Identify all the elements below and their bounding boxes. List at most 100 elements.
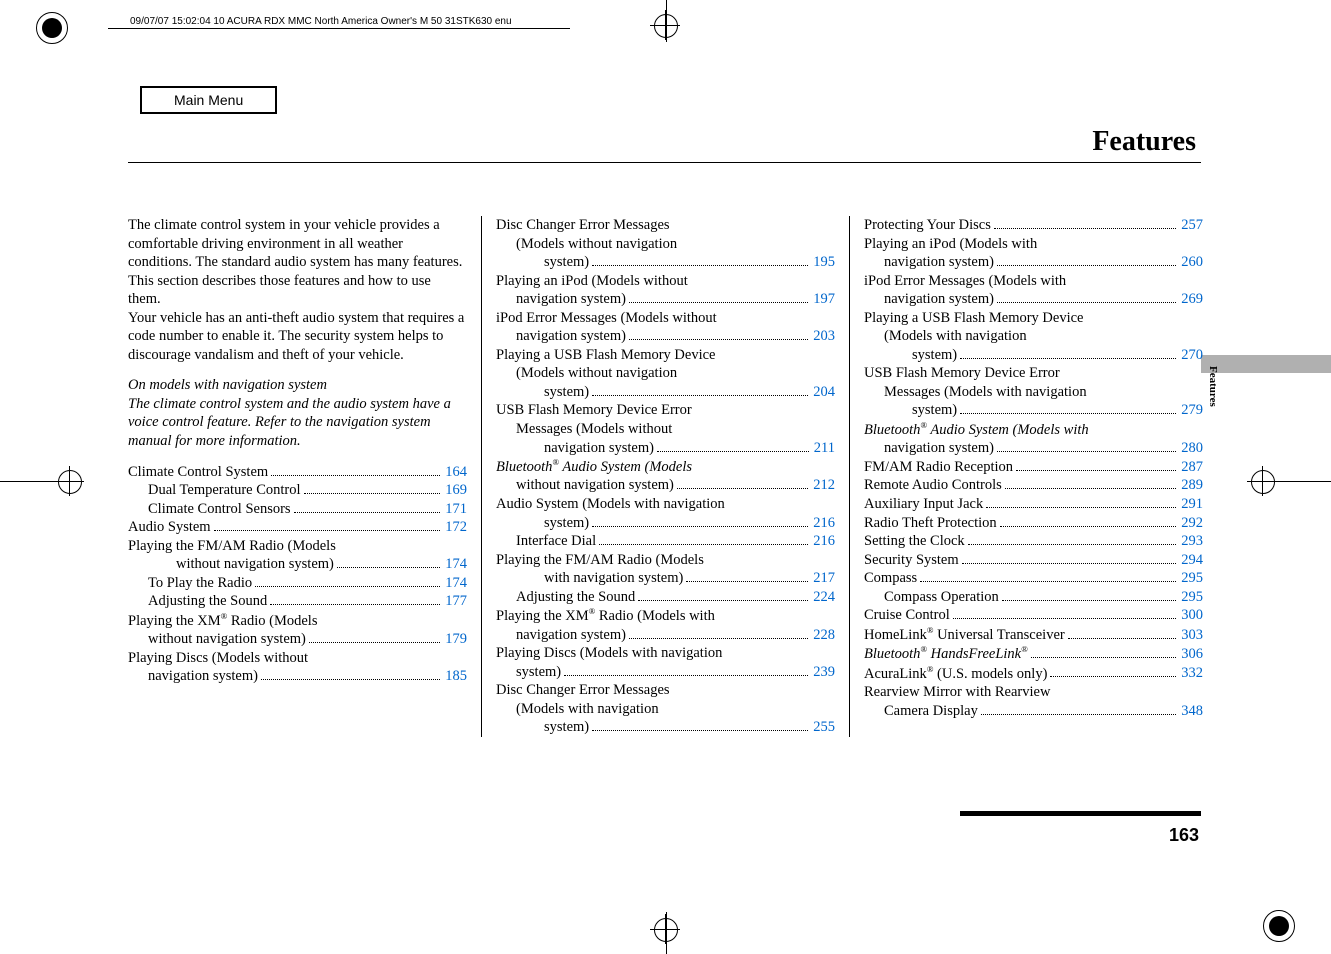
- toc-entry: Climate Control Sensors171: [128, 500, 467, 519]
- toc-entry: iPod Error Messages (Models without: [496, 309, 835, 328]
- toc-page-link[interactable]: 270: [1179, 346, 1203, 365]
- toc-entry-end: navigation system)211: [496, 439, 835, 458]
- toc-entry-end: system)204: [496, 383, 835, 402]
- toc-page-link[interactable]: 195: [811, 253, 835, 272]
- toc-page-link[interactable]: 294: [1179, 551, 1203, 570]
- toc-page-link[interactable]: 291: [1179, 495, 1203, 514]
- toc-column-1: Climate Control System164Dual Temperatur…: [128, 463, 467, 686]
- toc-entry: Bluetooth® Audio System (Models: [496, 457, 835, 476]
- toc-page-link[interactable]: 255: [811, 718, 835, 737]
- toc-entry: Radio Theft Protection292: [864, 514, 1203, 533]
- toc-entry: Playing the XM® Radio (Models: [128, 611, 467, 630]
- toc-entry-cont: Messages (Models without: [496, 420, 835, 439]
- toc-entry-end: system)195: [496, 253, 835, 272]
- toc-page-link[interactable]: 203: [811, 327, 835, 346]
- toc-page-link[interactable]: 171: [443, 500, 467, 519]
- toc-column-3: Protecting Your Discs257Playing an iPod …: [864, 216, 1203, 720]
- toc-entry: Disc Changer Error Messages: [496, 681, 835, 700]
- toc-entry-end: system)279: [864, 401, 1203, 420]
- main-menu-button[interactable]: Main Menu: [140, 86, 277, 114]
- crop-line: [666, 912, 667, 954]
- toc-entry: Playing a USB Flash Memory Device: [496, 346, 835, 365]
- toc-page-link[interactable]: 216: [811, 532, 835, 551]
- toc-page-link[interactable]: 332: [1179, 664, 1203, 683]
- toc-page-link[interactable]: 239: [811, 663, 835, 682]
- toc-page-link[interactable]: 279: [1179, 401, 1203, 420]
- side-tab-bar: [1201, 355, 1331, 373]
- toc-page-link[interactable]: 257: [1179, 216, 1203, 235]
- toc-page-link[interactable]: 224: [811, 588, 835, 607]
- toc-page-link[interactable]: 174: [443, 574, 467, 593]
- toc-page-link[interactable]: 177: [443, 592, 467, 611]
- toc-page-link[interactable]: 185: [443, 667, 467, 686]
- toc-page-link[interactable]: 174: [443, 555, 467, 574]
- toc-page-link[interactable]: 164: [443, 463, 467, 482]
- toc-entry-cont: (Models without navigation: [496, 364, 835, 383]
- side-tab-label: Features: [1207, 366, 1219, 407]
- toc-entry: Protecting Your Discs257: [864, 216, 1203, 235]
- toc-entry: Climate Control System164: [128, 463, 467, 482]
- toc-page-link[interactable]: 300: [1179, 606, 1203, 625]
- toc-page-link[interactable]: 204: [811, 383, 835, 402]
- toc-entry: To Play the Radio174: [128, 574, 467, 593]
- toc-entry: Playing an iPod (Models without: [496, 272, 835, 291]
- toc-page-link[interactable]: 172: [443, 518, 467, 537]
- toc-entry: Rearview Mirror with Rearview: [864, 683, 1203, 702]
- page-number: 163: [1169, 825, 1199, 846]
- toc-page-link[interactable]: 303: [1179, 626, 1203, 645]
- title-underline: [128, 162, 1201, 163]
- toc-page-link[interactable]: 217: [811, 569, 835, 588]
- toc-page-link[interactable]: 260: [1179, 253, 1203, 272]
- toc-entry: Adjusting the Sound224: [496, 588, 835, 607]
- toc-entry-end: with navigation system)217: [496, 569, 835, 588]
- toc-entry-end: without navigation system)179: [128, 630, 467, 649]
- toc-page-link[interactable]: 295: [1179, 588, 1203, 607]
- registration-mark-bottom-right: [1263, 910, 1295, 942]
- note-block: On models with navigation system The cli…: [128, 376, 467, 450]
- toc-page-link[interactable]: 292: [1179, 514, 1203, 533]
- footer-rule: [960, 811, 1201, 816]
- toc-entry-cont: (Models without navigation: [496, 235, 835, 254]
- crop-line: [666, 0, 667, 42]
- toc-page-link[interactable]: 211: [812, 439, 835, 458]
- toc-entry: Setting the Clock293: [864, 532, 1203, 551]
- toc-page-link[interactable]: 179: [443, 630, 467, 649]
- toc-page-link[interactable]: 348: [1179, 702, 1203, 721]
- toc-page-link[interactable]: 212: [811, 476, 835, 495]
- toc-entry-end: navigation system)269: [864, 290, 1203, 309]
- toc-page-link[interactable]: 280: [1179, 439, 1203, 458]
- toc-column-2: Disc Changer Error Messages(Models witho…: [496, 216, 835, 737]
- column-2: Disc Changer Error Messages(Models witho…: [482, 216, 850, 737]
- toc-entry: Playing the XM® Radio (Models with: [496, 606, 835, 625]
- crop-line: [1251, 481, 1331, 482]
- toc-entry-end: system)216: [496, 514, 835, 533]
- toc-entry: Remote Audio Controls289: [864, 476, 1203, 495]
- toc-entry-end: Camera Display348: [864, 702, 1203, 721]
- toc-entry: Playing Discs (Models with navigation: [496, 644, 835, 663]
- toc-page-link[interactable]: 197: [811, 290, 835, 309]
- toc-page-link[interactable]: 293: [1179, 532, 1203, 551]
- toc-page-link[interactable]: 269: [1179, 290, 1203, 309]
- toc-page-link[interactable]: 306: [1179, 645, 1203, 664]
- toc-page-link[interactable]: 169: [443, 481, 467, 500]
- toc-page-link[interactable]: 228: [811, 626, 835, 645]
- toc-page-link[interactable]: 289: [1179, 476, 1203, 495]
- toc-page-link[interactable]: 216: [811, 514, 835, 533]
- toc-entry: Disc Changer Error Messages: [496, 216, 835, 235]
- registration-mark-bottom-center: [654, 918, 676, 940]
- content-columns: The climate control system in your vehic…: [128, 216, 1203, 737]
- toc-entry: Playing an iPod (Models with: [864, 235, 1203, 254]
- toc-entry: Compass295: [864, 569, 1203, 588]
- registration-mark-top-left: [36, 12, 68, 44]
- toc-entry: Dual Temperature Control169: [128, 481, 467, 500]
- toc-entry: Compass Operation295: [864, 588, 1203, 607]
- toc-entry: Cruise Control300: [864, 606, 1203, 625]
- toc-entry: Playing a USB Flash Memory Device: [864, 309, 1203, 328]
- note-body: The climate control system and the audio…: [128, 395, 467, 451]
- toc-page-link[interactable]: 295: [1179, 569, 1203, 588]
- toc-entry-end: navigation system)203: [496, 327, 835, 346]
- registration-mark-top-center: [654, 14, 676, 36]
- toc-entry: AcuraLink® (U.S. models only)332: [864, 664, 1203, 683]
- toc-entry: Playing the FM/AM Radio (Models: [496, 551, 835, 570]
- toc-page-link[interactable]: 287: [1179, 458, 1203, 477]
